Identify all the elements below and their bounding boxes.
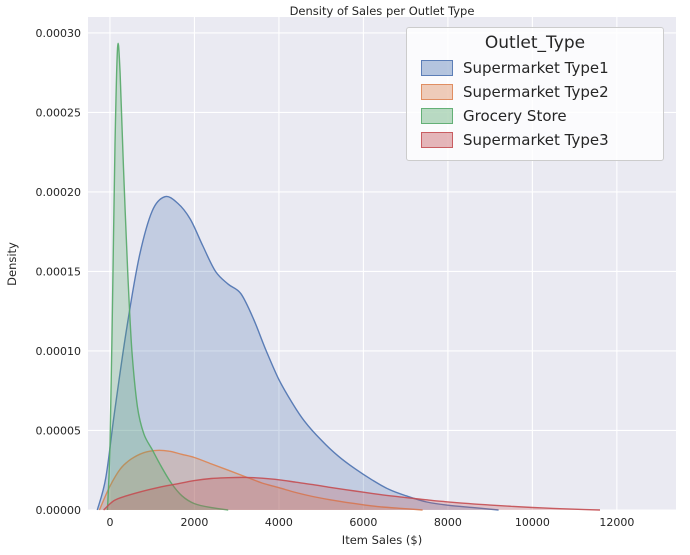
legend-title: Outlet_Type bbox=[484, 33, 586, 53]
legend-swatch bbox=[421, 84, 453, 100]
y-tick-label: 0.00025 bbox=[36, 106, 82, 119]
density-area bbox=[103, 477, 600, 510]
density-curve bbox=[106, 42, 229, 511]
legend-swatch bbox=[421, 60, 453, 76]
x-tick-label: 4000 bbox=[265, 516, 293, 529]
legend-swatch bbox=[421, 132, 453, 148]
legend-label: Supermarket Type1 bbox=[463, 59, 609, 77]
x-tick-label: 8000 bbox=[434, 516, 462, 529]
y-tick-label: 0.00015 bbox=[36, 265, 82, 278]
y-tick-label: 0.00030 bbox=[36, 27, 82, 40]
y-tick-label: 0.00005 bbox=[36, 424, 82, 437]
y-tick-label: 0.00000 bbox=[36, 504, 82, 517]
x-tick-label: 12000 bbox=[599, 516, 634, 529]
y-tick-label: 0.00010 bbox=[36, 345, 82, 358]
legend-label: Grocery Store bbox=[463, 107, 567, 125]
density-curve bbox=[98, 449, 423, 511]
legend-item: Supermarket Type2 bbox=[417, 80, 653, 104]
chart-title: Density of Sales per Outlet Type bbox=[289, 4, 475, 18]
density-area bbox=[97, 196, 499, 511]
legend-item: Supermarket Type1 bbox=[417, 56, 653, 80]
legend-label: Supermarket Type2 bbox=[463, 83, 609, 101]
y-axis-label: Density bbox=[5, 242, 19, 286]
x-tick-label: 6000 bbox=[349, 516, 377, 529]
density-curve bbox=[96, 195, 499, 511]
y-tick-label: 0.00020 bbox=[36, 186, 82, 199]
legend: Outlet_Type Supermarket Type1 Supermarket… bbox=[406, 27, 664, 161]
x-tick-label: 0 bbox=[106, 516, 113, 529]
density-curve bbox=[103, 476, 601, 511]
x-tick-label: 2000 bbox=[180, 516, 208, 529]
legend-label: Supermarket Type3 bbox=[463, 131, 609, 149]
legend-swatch bbox=[421, 108, 453, 124]
x-axis-label: Item Sales ($) bbox=[341, 533, 423, 547]
legend-items: Supermarket Type1 Supermarket Type2 Grocer… bbox=[417, 56, 653, 152]
legend-item: Grocery Store bbox=[417, 104, 653, 128]
density-area bbox=[107, 43, 229, 511]
legend-item: Supermarket Type3 bbox=[417, 128, 653, 152]
x-tick-label: 10000 bbox=[515, 516, 550, 529]
